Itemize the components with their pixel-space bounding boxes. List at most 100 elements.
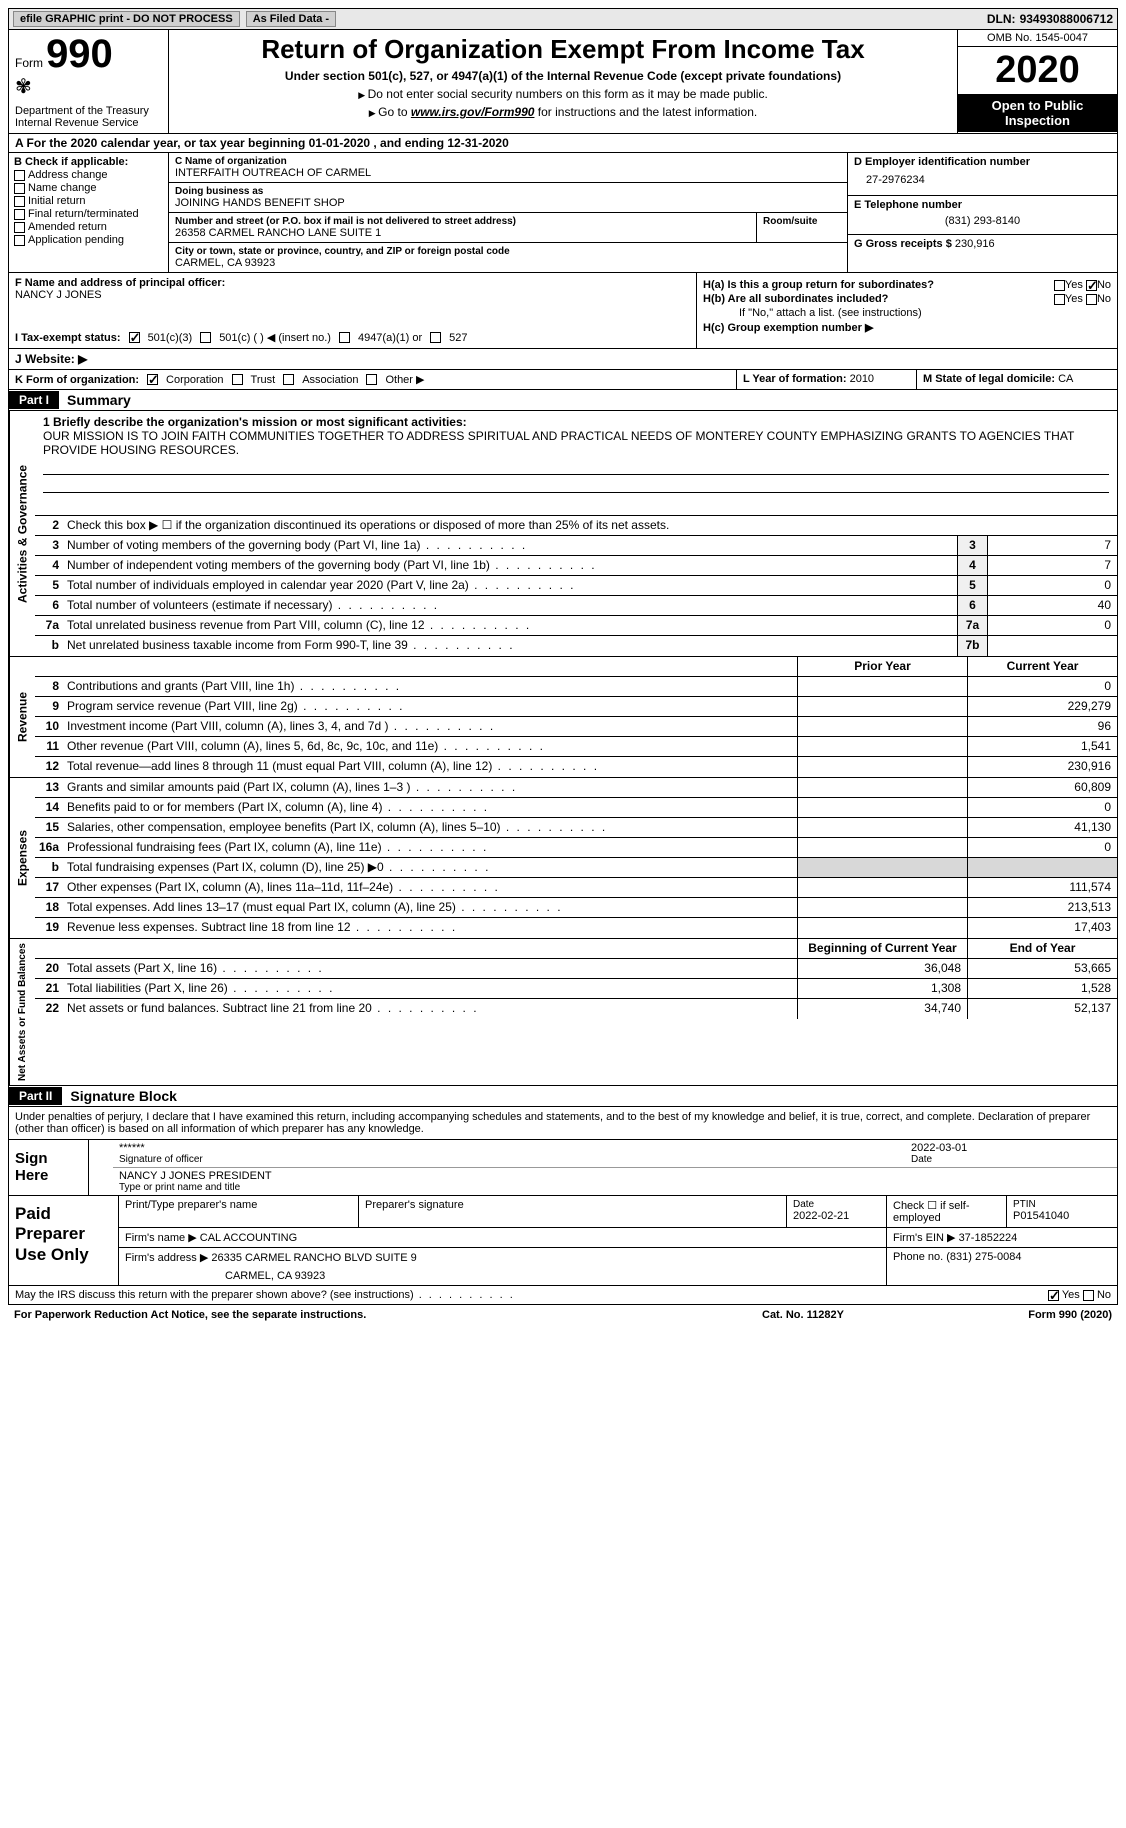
dba-label: Doing business as: [175, 186, 841, 197]
row-klm: K Form of organization: Corporation Trus…: [8, 370, 1118, 390]
org-name: INTERFAITH OUTREACH OF CARMEL: [175, 167, 841, 179]
efile-topbar: efile GRAPHIC print - DO NOT PROCESS As …: [8, 8, 1118, 30]
part-i-title: Summary: [59, 390, 139, 410]
table-row: 8Contributions and grants (Part VIII, li…: [35, 677, 1117, 697]
table-row: 21Total liabilities (Part X, line 26)1,3…: [35, 979, 1117, 999]
ha-yes[interactable]: [1054, 280, 1065, 291]
table-row: 10Investment income (Part VIII, column (…: [35, 717, 1117, 737]
goto-post: for instructions and the latest informat…: [538, 105, 757, 119]
tel-value: (831) 293-8140: [854, 211, 1111, 231]
tab-expenses: Expenses: [9, 778, 35, 938]
col-beg: Beginning of Current Year: [797, 939, 967, 958]
b-label: B Check if applicable:: [14, 156, 163, 168]
col-end: End of Year: [967, 939, 1117, 958]
section-b: B Check if applicable: Address change Na…: [9, 153, 169, 272]
part-i-tag: Part I: [9, 391, 59, 409]
table-row: 7aTotal unrelated business revenue from …: [35, 616, 1117, 636]
chk-527[interactable]: [430, 332, 441, 343]
officer-name: NANCY J JONES: [15, 289, 690, 301]
section-c: C Name of organization INTERFAITH OUTREA…: [169, 153, 847, 272]
table-row: 11Other revenue (Part VIII, column (A), …: [35, 737, 1117, 757]
tab-net: Net Assets or Fund Balances: [9, 939, 35, 1085]
part-i-header: Part I Summary: [8, 390, 1118, 411]
chk-4947[interactable]: [339, 332, 350, 343]
hb-label: H(b) Are all subordinates included?: [703, 293, 1054, 305]
chk-assoc[interactable]: [283, 374, 294, 385]
tel-label: E Telephone number: [854, 199, 1111, 211]
form-note-1: Do not enter social security numbers on …: [177, 87, 949, 101]
table-row: 9Program service revenue (Part VIII, lin…: [35, 697, 1117, 717]
table-row: bTotal fundraising expenses (Part IX, co…: [35, 858, 1117, 878]
hb-yes[interactable]: [1054, 294, 1065, 305]
f-label: F Name and address of principal officer:: [15, 277, 690, 289]
ha-no[interactable]: [1086, 280, 1097, 291]
hb-no[interactable]: [1086, 294, 1097, 305]
mission-label: 1 Briefly describe the organization's mi…: [43, 415, 1109, 429]
firm-ein: 37-1852224: [959, 1232, 1018, 1244]
sig-date-label: Date: [911, 1154, 1111, 1165]
chk-name[interactable]: [14, 183, 25, 194]
street-address: 26358 CARMEL RANCHO LANE SUITE 1: [175, 227, 750, 239]
i-label: I Tax-exempt status:: [15, 332, 121, 344]
sign-here-label: Sign Here: [9, 1140, 89, 1195]
discuss-no[interactable]: [1083, 1290, 1094, 1301]
table-row: 14Benefits paid to or for members (Part …: [35, 798, 1117, 818]
sig-name-title: NANCY J JONES PRESIDENT: [119, 1170, 1111, 1182]
discuss-q: May the IRS discuss this return with the…: [15, 1289, 515, 1301]
table-row: 3Number of voting members of the governi…: [35, 536, 1117, 556]
line-2: Check this box ▶ ☐ if the organization d…: [63, 516, 1117, 535]
col-prior: Prior Year: [797, 657, 967, 676]
part-ii-header: Part II Signature Block: [8, 1086, 1118, 1107]
chk-corp[interactable]: [147, 374, 158, 385]
tax-year: 2020: [958, 47, 1117, 94]
paperwork-notice: For Paperwork Reduction Act Notice, see …: [14, 1309, 762, 1321]
row-a-tax-year: A For the 2020 calendar year, or tax yea…: [8, 134, 1118, 153]
ha-label: H(a) Is this a group return for subordin…: [703, 279, 1054, 291]
chk-501c3[interactable]: [129, 332, 140, 343]
chk-address[interactable]: [14, 170, 25, 181]
signature-block: Under penalties of perjury, I declare th…: [8, 1107, 1118, 1286]
open-to-public: Open to Public Inspection: [958, 94, 1117, 132]
form-title: Return of Organization Exempt From Incom…: [177, 34, 949, 65]
gross-value: 230,916: [955, 238, 995, 250]
table-row: bNet unrelated business taxable income f…: [35, 636, 1117, 656]
chk-trust[interactable]: [232, 374, 243, 385]
table-row: 22Net assets or fund balances. Subtract …: [35, 999, 1117, 1019]
efile-label: efile GRAPHIC print - DO NOT PROCESS: [13, 11, 240, 27]
chk-other[interactable]: [366, 374, 377, 385]
block-bcd: B Check if applicable: Address change Na…: [8, 153, 1118, 273]
firm-addr: 26335 CARMEL RANCHO BLVD SUITE 9: [211, 1252, 416, 1264]
chk-initial[interactable]: [14, 196, 25, 207]
form-footer: Form 990 (2020): [962, 1309, 1112, 1321]
asfiled-label: As Filed Data -: [246, 11, 336, 27]
chk-amended[interactable]: [14, 222, 25, 233]
prep-h2: Preparer's signature: [359, 1196, 787, 1227]
dln-value: 93493088006712: [1020, 12, 1113, 26]
hb-note: If "No," attach a list. (see instruction…: [703, 307, 1111, 319]
table-row: 12Total revenue—add lines 8 through 11 (…: [35, 757, 1117, 777]
table-row: 6Total number of volunteers (estimate if…: [35, 596, 1117, 616]
chk-501c[interactable]: [200, 332, 211, 343]
table-row: 17Other expenses (Part IX, column (A), l…: [35, 878, 1117, 898]
dept-label: Department of the Treasury Internal Reve…: [15, 105, 162, 129]
discuss-row: May the IRS discuss this return with the…: [8, 1286, 1118, 1305]
table-row: 15Salaries, other compensation, employee…: [35, 818, 1117, 838]
governance-section: Activities & Governance 1 Briefly descri…: [8, 411, 1118, 657]
table-row: 13Grants and similar amounts paid (Part …: [35, 778, 1117, 798]
row-j: J Website: ▶: [8, 349, 1118, 370]
city-label: City or town, state or province, country…: [175, 246, 841, 257]
tab-revenue: Revenue: [9, 657, 35, 777]
table-row: 16aProfessional fundraising fees (Part I…: [35, 838, 1117, 858]
preparer-label: Paid Preparer Use Only: [9, 1196, 119, 1285]
firm-addr2: CARMEL, CA 93923: [125, 1270, 880, 1282]
hc-label: H(c) Group exemption number ▶: [703, 321, 873, 334]
expenses-section: Expenses 13Grants and similar amounts pa…: [8, 778, 1118, 939]
chk-final[interactable]: [14, 209, 25, 220]
chk-pending[interactable]: [14, 235, 25, 246]
ein-value: 27-2976234: [854, 168, 1111, 192]
city-state-zip: CARMEL, CA 93923: [175, 257, 841, 269]
dba-name: JOINING HANDS BENEFIT SHOP: [175, 197, 841, 209]
table-row: 5Total number of individuals employed in…: [35, 576, 1117, 596]
discuss-yes[interactable]: [1048, 1290, 1059, 1301]
irs-link[interactable]: www.irs.gov/Form990: [411, 105, 535, 119]
